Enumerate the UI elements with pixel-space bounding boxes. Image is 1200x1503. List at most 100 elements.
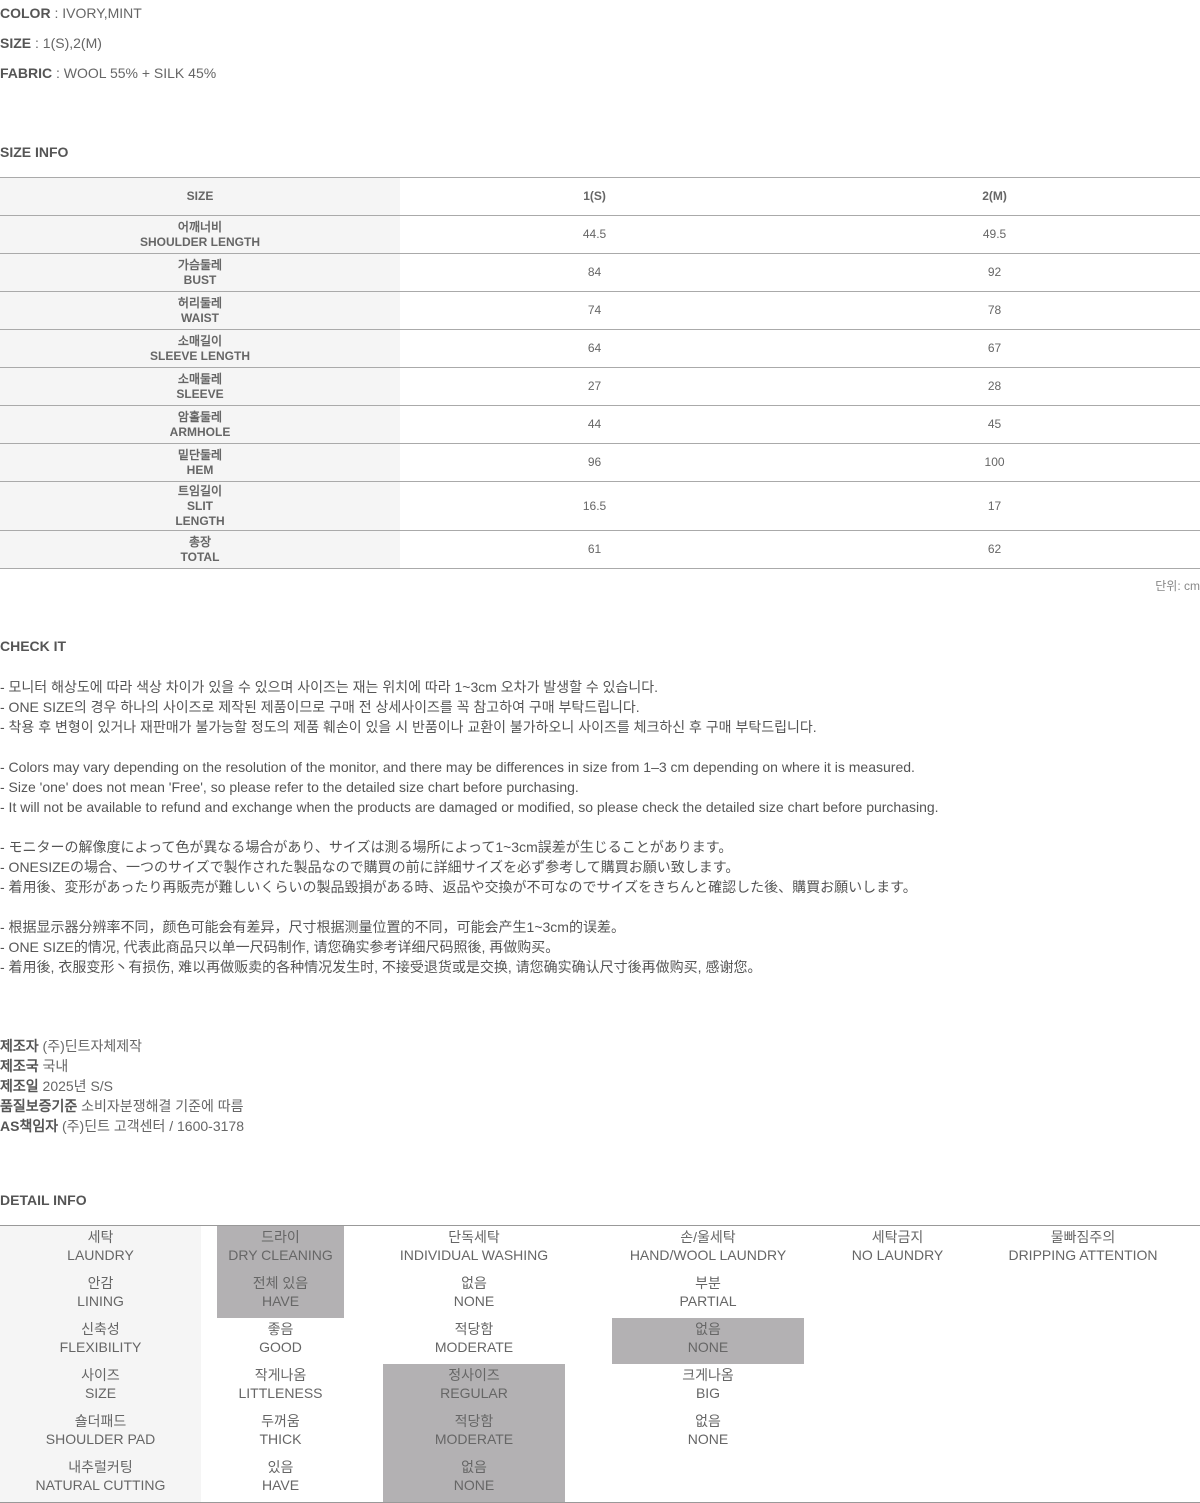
measure-label: 트임길이 SLIT LENGTH: [0, 481, 400, 531]
value-m: 78: [789, 291, 1200, 330]
option-ko: 단독세탁: [448, 1229, 500, 1245]
check-line: - ONE SIZE의 경우 하나의 사이즈로 제작된 제품이므로 구매 전 상…: [0, 699, 640, 715]
header-size: SIZE: [0, 177, 400, 216]
size-row: 소매둘레 SLEEVE 27 28: [0, 367, 1200, 406]
value-s: 64: [400, 329, 790, 368]
option-ko: 사이즈: [81, 1367, 120, 1383]
option-en: NONE: [687, 1339, 729, 1355]
maker-row: AS책임자 (주)딘트 고객센터 / 1600-3178: [0, 1116, 244, 1136]
measure-ko: 총장: [188, 534, 212, 549]
option-en: BIG: [695, 1385, 721, 1401]
detail-option-selected: 정사이즈 REGULAR: [383, 1364, 565, 1410]
detail-info-grid: 세탁 LAUNDRY 드라이 DRY CLEANING 단독세탁 INDIVIDUAL W…: [0, 1225, 1200, 1503]
check-line: - ONE SIZE的情况, 代表此商品只以单一尺码制作, 请您确实参考详细尺码…: [0, 939, 560, 955]
option-ko: 두꺼움: [261, 1413, 300, 1429]
measure-en: SHOULDER LENGTH: [140, 234, 260, 249]
option-en: MODERATE: [434, 1339, 514, 1355]
option-en: DRIPPING ATTENTION: [1008, 1247, 1158, 1263]
size-row: 허리둘레 WAIST 74 78: [0, 291, 1200, 330]
check-line: - モニターの解像度によって色が異なる場合があり、サイズは測る場所によって1~3…: [0, 839, 733, 855]
option-en: REGULAR: [440, 1385, 508, 1401]
value-s: 44.5: [400, 215, 790, 254]
detail-option: 부분 PARTIAL: [612, 1272, 804, 1318]
detail-option: 손/울세탁 HAND/WOOL LAUNDRY: [612, 1226, 804, 1272]
value-m: 45: [789, 405, 1200, 444]
option-ko: 안감: [87, 1275, 114, 1291]
option-en: SIZE: [84, 1385, 117, 1401]
measure-label: 소매둘레 SLEEVE: [0, 367, 400, 406]
detail-option: 적당함 MODERATE: [383, 1318, 565, 1364]
check-line: - Colors may vary depending on the resol…: [0, 759, 915, 775]
option-en: FLEXIBILITY: [59, 1339, 142, 1355]
size-info-title: SIZE INFO: [0, 144, 69, 160]
measure-en: SLEEVE: [176, 386, 224, 401]
size-row: 어깨너비 SHOULDER LENGTH 44.5 49.5: [0, 215, 1200, 254]
option-en: SHOULDER PAD: [45, 1431, 156, 1447]
maker-row: 품질보증기준 소비자분쟁해결 기준에 따름: [0, 1096, 244, 1116]
detail-row-label: 내추럴커팅 NATURAL CUTTING: [0, 1456, 201, 1502]
option-ko: 손/울세탁: [680, 1229, 736, 1245]
size-row: 암홀둘레 ARMHOLE 44 45: [0, 405, 1200, 444]
detail-option: 없음 NONE: [383, 1272, 565, 1318]
measure-en: ARMHOLE: [169, 424, 231, 439]
option-en: LINING: [77, 1293, 124, 1309]
option-ko: 없음: [695, 1321, 721, 1337]
size-table-header: SIZE 1(S) 2(M): [0, 177, 1200, 216]
option-en: NONE: [687, 1431, 729, 1447]
measure-en: WAIST: [181, 310, 219, 325]
measure-label: 소매길이 SLEEVE LENGTH: [0, 329, 400, 368]
detail-option: 좋음 GOOD: [217, 1318, 344, 1364]
option-ko: 신축성: [81, 1321, 120, 1337]
maker-label: 제조일: [0, 1078, 39, 1094]
size-row: 총장 TOTAL 61 62: [0, 530, 1200, 569]
option-ko: 부분: [695, 1275, 721, 1291]
option-en: PARTIAL: [679, 1293, 737, 1309]
detail-option: 단독세탁 INDIVIDUAL WASHING: [383, 1226, 565, 1272]
maker-label: 제조자: [0, 1038, 39, 1054]
measure-label: 밑단둘레 HEM: [0, 443, 400, 482]
measure-ko: 밑단둘레: [177, 447, 223, 462]
option-en: INDIVIDUAL WASHING: [399, 1247, 549, 1263]
option-en: NATURAL CUTTING: [35, 1477, 166, 1493]
spec-color: COLOR : IVORY,MINT: [0, 5, 142, 21]
value-m: 100: [789, 443, 1200, 482]
option-en: LITTLENESS: [238, 1385, 323, 1401]
detail-row-label: 안감 LINING: [0, 1272, 201, 1318]
value-s: 61: [400, 530, 790, 569]
option-ko: 없음: [461, 1459, 487, 1475]
detail-label-column: [0, 1226, 201, 1502]
option-ko: 작게나옴: [254, 1367, 307, 1383]
measure-en: BUST: [183, 272, 217, 287]
maker-value: (주)딘트자체제작: [38, 1038, 143, 1054]
option-en: NO LAUNDRY: [851, 1247, 944, 1263]
measure-label: 가슴둘레 BUST: [0, 253, 400, 292]
value-m: 67: [789, 329, 1200, 368]
option-en: NONE: [453, 1477, 495, 1493]
option-ko: 세탁금지: [871, 1229, 924, 1245]
detail-option-selected: 없음 NONE: [383, 1456, 565, 1502]
maker-value: 2025년 S/S: [38, 1078, 114, 1094]
value-m: 92: [789, 253, 1200, 292]
value-s: 44: [400, 405, 790, 444]
option-en: HAVE: [261, 1293, 300, 1309]
measure-ko: 가슴둘레: [177, 257, 223, 272]
measure-label: 허리둘레 WAIST: [0, 291, 400, 330]
option-ko: 없음: [695, 1413, 721, 1429]
option-ko: 정사이즈: [448, 1367, 500, 1383]
option-en: HAND/WOOL LAUNDRY: [629, 1247, 787, 1263]
check-line: [0, 737, 939, 757]
maker-row: 제조국 국내: [0, 1056, 244, 1076]
unit-label: 단위: cm: [1155, 579, 1200, 593]
option-en: MODERATE: [434, 1431, 514, 1447]
value-s: 74: [400, 291, 790, 330]
option-ko: 적당함: [454, 1413, 494, 1429]
measure-en: SLEEVE LENGTH: [149, 348, 250, 363]
check-line: - 着用後, 衣服变形丶有损伤, 难以再做贩卖的各种情况发生时, 不接受退货或是…: [0, 959, 762, 975]
maker-row: 제조일 2025년 S/S: [0, 1076, 244, 1096]
size-row: 가슴둘레 BUST 84 92: [0, 253, 1200, 292]
value-m: 17: [789, 481, 1200, 531]
measure-en: HEM: [186, 462, 214, 477]
detail-option: 세탁금지 NO LAUNDRY: [805, 1226, 990, 1272]
check-line: - 着用後、変形があったり再販売が難しいくらいの製品毀損がある時、返品や交換が不…: [0, 879, 917, 895]
detail-row-label: 사이즈 SIZE: [0, 1364, 201, 1410]
